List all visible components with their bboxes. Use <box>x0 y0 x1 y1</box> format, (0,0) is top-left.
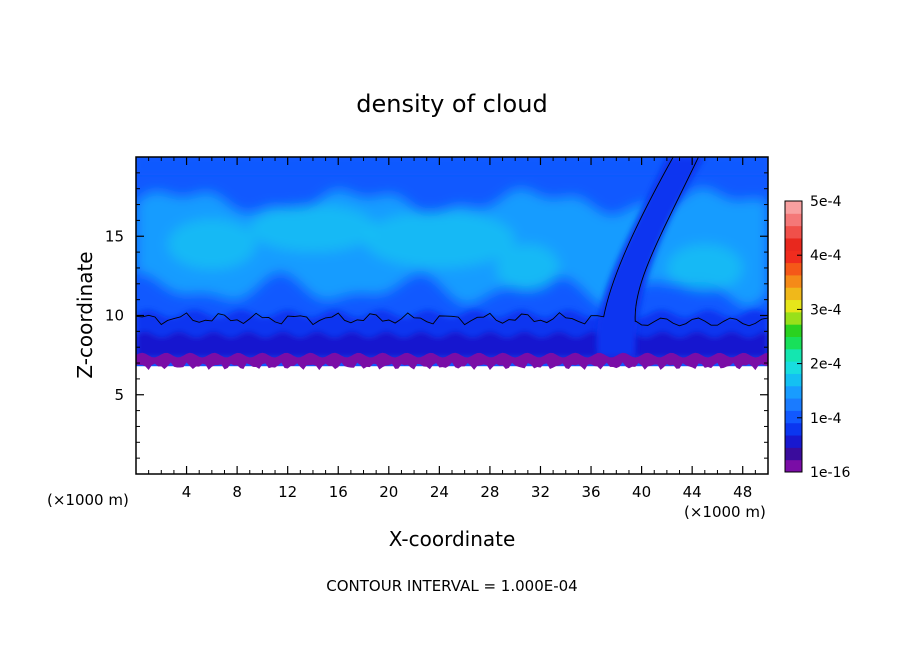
colorbar-tick-label: 1e-16 <box>810 465 850 481</box>
x-axis-ticks: 4 8 12 16 20 24 28 32 36 40 44 48 <box>148 157 756 501</box>
colorbar-segment <box>785 459 802 473</box>
cloud-bright-patch <box>496 244 560 292</box>
colorbar-segment <box>785 398 802 411</box>
contour-line <box>634 157 768 327</box>
x-tick-label: 40 <box>632 483 651 501</box>
cloud-bright-patch <box>167 218 256 270</box>
y-tick-label: 10 <box>105 307 124 325</box>
colorbar-segment <box>785 324 802 337</box>
colorbar-segment <box>785 213 802 227</box>
x-tick-label: 32 <box>531 483 550 501</box>
colorbar-segment <box>785 225 802 239</box>
colorbar-segment <box>785 299 802 313</box>
colorbar-segment <box>785 262 802 276</box>
colorbar-segment <box>785 435 802 448</box>
x-tick-label: 28 <box>480 483 499 501</box>
colorbar-segment <box>785 274 802 288</box>
x-tick-label: 36 <box>581 483 600 501</box>
colorbar-segment <box>785 336 802 350</box>
x-tick-label: 12 <box>278 483 297 501</box>
colorbar-segment <box>785 237 802 251</box>
cloud-upper-band <box>136 187 768 308</box>
colorbar-segment <box>785 385 802 399</box>
y-tick-label: 5 <box>114 386 124 404</box>
colorbar-tick-label: 3e-4 <box>810 302 842 318</box>
x-axis-label: X-coordinate <box>389 527 516 551</box>
x-unit-left: (×1000 m) <box>47 491 129 509</box>
y-axis-label: Z-coordinate <box>73 251 97 378</box>
colorbar-tick-label: 5e-4 <box>810 194 842 210</box>
colorbar-tick-label: 4e-4 <box>810 248 842 264</box>
colorbar-segment <box>785 361 802 374</box>
colorbar: 1e-16 1e-4 2e-4 3e-4 4e-4 5e-4 <box>784 194 850 481</box>
cloud-bright-patch <box>667 244 743 292</box>
colorbar-segment <box>785 311 802 325</box>
colorbar-segment <box>785 373 802 387</box>
x-unit-right: (×1000 m) <box>684 503 766 521</box>
cloud-bright-patch <box>249 204 376 253</box>
x-tick-label: 20 <box>379 483 398 501</box>
contour-interval-note: CONTOUR INTERVAL = 1.000E-04 <box>326 577 577 595</box>
cloud-base-layer <box>136 352 768 371</box>
colorbar-segment <box>785 287 802 301</box>
colorbar-tick-label: 1e-4 <box>810 411 842 427</box>
contour-line <box>136 157 674 326</box>
x-tick-label: 48 <box>733 483 752 501</box>
x-tick-label: 16 <box>329 483 348 501</box>
colorbar-segment <box>785 422 802 436</box>
x-tick-label: 8 <box>232 483 242 501</box>
cloud-top-edge <box>136 157 768 175</box>
colorbar-segment <box>785 348 802 362</box>
colorbar-segment <box>785 250 802 264</box>
cloud-density-field <box>136 157 768 371</box>
x-tick-label: 44 <box>683 483 702 501</box>
x-tick-label: 4 <box>182 483 192 501</box>
colorbar-frame <box>784 200 803 473</box>
x-tick-label: 24 <box>430 483 449 501</box>
y-axis-ticks: 5 10 15 <box>105 172 768 459</box>
colorbar-segment <box>785 410 802 424</box>
colorbar-tick-label: 2e-4 <box>810 357 842 373</box>
colorbar-segment <box>785 201 802 214</box>
colorbar-segment <box>785 447 802 461</box>
y-tick-label: 15 <box>105 227 124 245</box>
chart-title: density of cloud <box>356 90 547 118</box>
cloud-bright-patch <box>363 210 515 268</box>
